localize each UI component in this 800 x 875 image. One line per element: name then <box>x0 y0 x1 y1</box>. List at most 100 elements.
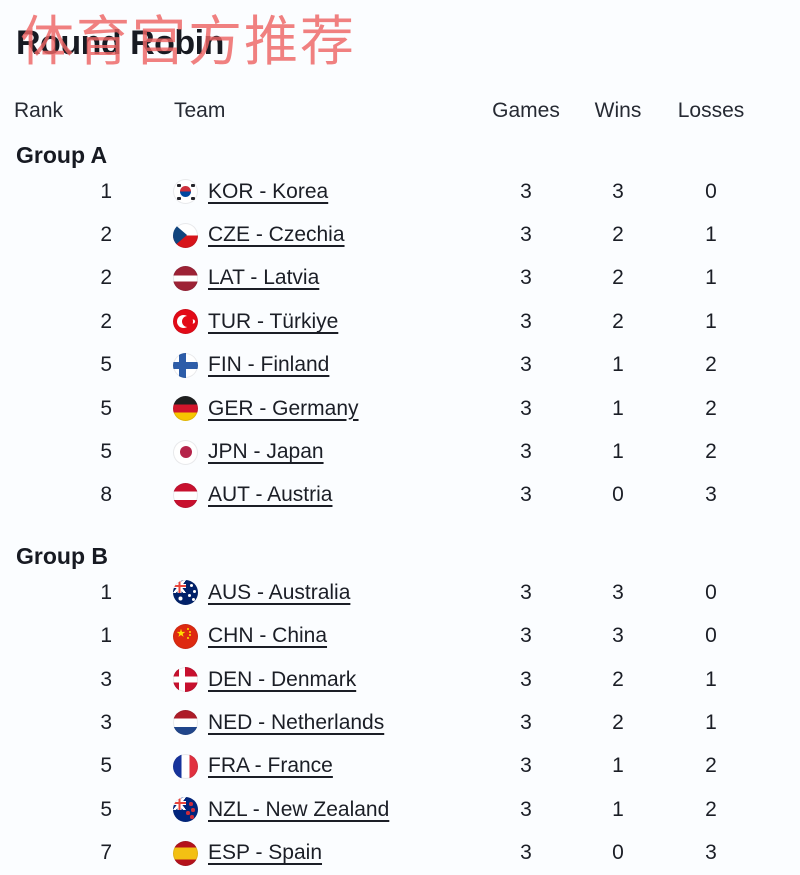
team-cell: DEN - Denmark <box>140 667 480 693</box>
table-row: 1 CHN - China 3 3 0 <box>0 615 800 658</box>
losses-cell: 0 <box>705 624 717 648</box>
fin-flag-icon <box>173 352 198 378</box>
table-row: 7 ESP - Spain 3 0 3 <box>0 831 800 874</box>
team-link[interactable]: KOR - Korea <box>208 179 329 203</box>
column-header-rank: Rank <box>14 99 64 122</box>
team-cell: ESP - Spain <box>140 840 480 866</box>
team-link[interactable]: CHN - China <box>208 624 328 648</box>
table-row: 5 JPN - Japan 3 1 2 <box>0 430 800 473</box>
table-row: 2 CZE - Czechia 3 2 1 <box>0 213 800 256</box>
table-row: 3 NED - Netherlands 3 2 1 <box>0 701 800 744</box>
wins-cell: 1 <box>612 396 624 420</box>
team-link[interactable]: NED - Netherlands <box>208 710 385 734</box>
team-link[interactable]: FIN - Finland <box>208 353 330 377</box>
table-row: 8 AUT - Austria 3 0 3 <box>0 474 800 517</box>
rank-cell: 1 <box>100 580 112 604</box>
team-link[interactable]: LAT - Latvia <box>208 266 320 290</box>
rank-cell: 5 <box>100 353 112 377</box>
games-cell: 3 <box>520 353 532 377</box>
losses-cell: 0 <box>705 580 717 604</box>
games-cell: 3 <box>520 309 532 333</box>
group-section: Group B 1 AUS - Australia 3 3 0 1 CHN - … <box>0 541 800 875</box>
wins-cell: 3 <box>612 580 624 604</box>
table-row: 5 FIN - Finland 3 1 2 <box>0 344 800 387</box>
aus-flag-icon <box>173 580 198 606</box>
games-cell: 3 <box>520 580 532 604</box>
games-cell: 3 <box>520 266 532 290</box>
group-title: Group B <box>16 543 108 570</box>
games-cell: 3 <box>520 179 532 203</box>
rank-cell: 8 <box>100 483 112 507</box>
team-cell: FRA - France <box>140 753 480 779</box>
losses-cell: 3 <box>705 841 717 865</box>
jpn-flag-icon <box>173 439 198 465</box>
rank-cell: 3 <box>100 667 112 691</box>
team-link[interactable]: CZE - Czechia <box>208 223 345 247</box>
standings-page: 体育官方推荐 Round Robin Rank Team Games Wins … <box>0 10 800 875</box>
chn-flag-icon <box>173 623 198 649</box>
losses-cell: 3 <box>705 483 717 507</box>
group-title: Group A <box>16 142 108 168</box>
wins-cell: 1 <box>612 754 624 778</box>
games-cell: 3 <box>520 710 532 734</box>
team-link[interactable]: GER - Germany <box>208 396 359 420</box>
games-cell: 3 <box>520 667 532 691</box>
losses-cell: 2 <box>705 396 717 420</box>
games-cell: 3 <box>520 841 532 865</box>
team-link[interactable]: ESP - Spain <box>208 841 323 865</box>
rank-cell: 2 <box>100 309 112 333</box>
team-cell: NED - Netherlands <box>140 710 480 736</box>
wins-cell: 1 <box>612 440 624 464</box>
rank-cell: 5 <box>100 396 112 420</box>
losses-cell: 1 <box>705 309 717 333</box>
ned-flag-icon <box>173 710 198 736</box>
column-header-losses: Losses <box>677 99 745 122</box>
rank-cell: 2 <box>100 223 112 247</box>
ger-flag-icon <box>173 396 198 422</box>
rank-cell: 3 <box>100 710 112 734</box>
column-header-wins: Wins <box>594 99 642 122</box>
team-link[interactable]: TUR - Türkiye <box>208 309 339 333</box>
rank-cell: 7 <box>100 841 112 865</box>
losses-cell: 1 <box>705 266 717 290</box>
wins-cell: 1 <box>612 797 624 821</box>
team-cell: LAT - Latvia <box>140 265 480 291</box>
esp-flag-icon <box>173 840 198 866</box>
games-cell: 3 <box>520 440 532 464</box>
table-row: 3 DEN - Denmark 3 2 1 <box>0 658 800 701</box>
cze-flag-icon <box>173 222 198 248</box>
games-cell: 3 <box>520 797 532 821</box>
standings-table: Group A 1 KOR - Korea 3 3 0 2 CZE - Czec… <box>0 140 800 875</box>
rank-cell: 5 <box>100 754 112 778</box>
group-section: Group A 1 KOR - Korea 3 3 0 2 CZE - Czec… <box>0 140 800 517</box>
team-link[interactable]: AUT - Austria <box>208 483 333 507</box>
games-cell: 3 <box>520 223 532 247</box>
team-link[interactable]: DEN - Denmark <box>208 667 357 691</box>
lat-flag-icon <box>173 265 198 291</box>
wins-cell: 2 <box>612 710 624 734</box>
table-row: 5 GER - Germany 3 1 2 <box>0 387 800 430</box>
wins-cell: 0 <box>612 483 624 507</box>
games-cell: 3 <box>520 396 532 420</box>
team-cell: KOR - Korea <box>140 179 480 205</box>
games-cell: 3 <box>520 754 532 778</box>
table-row: 2 LAT - Latvia 3 2 1 <box>0 257 800 300</box>
rank-cell: 5 <box>100 440 112 464</box>
wins-cell: 0 <box>612 841 624 865</box>
wins-cell: 3 <box>612 179 624 203</box>
rank-cell: 1 <box>100 179 112 203</box>
team-cell: AUS - Australia <box>140 580 480 606</box>
table-row: 1 KOR - Korea 3 3 0 <box>0 170 800 213</box>
wins-cell: 2 <box>612 223 624 247</box>
team-link[interactable]: NZL - New Zealand <box>208 797 390 821</box>
team-cell: FIN - Finland <box>140 352 480 378</box>
group-rows: 1 KOR - Korea 3 3 0 2 CZE - Czechia 3 2 … <box>0 170 800 517</box>
column-header-team: Team <box>174 99 226 122</box>
rank-cell: 5 <box>100 797 112 821</box>
table-row: 5 NZL - New Zealand 3 1 2 <box>0 788 800 831</box>
team-link[interactable]: FRA - France <box>208 754 333 778</box>
team-link[interactable]: AUS - Australia <box>208 580 351 604</box>
losses-cell: 1 <box>705 667 717 691</box>
losses-cell: 1 <box>705 710 717 734</box>
team-link[interactable]: JPN - Japan <box>208 440 324 464</box>
